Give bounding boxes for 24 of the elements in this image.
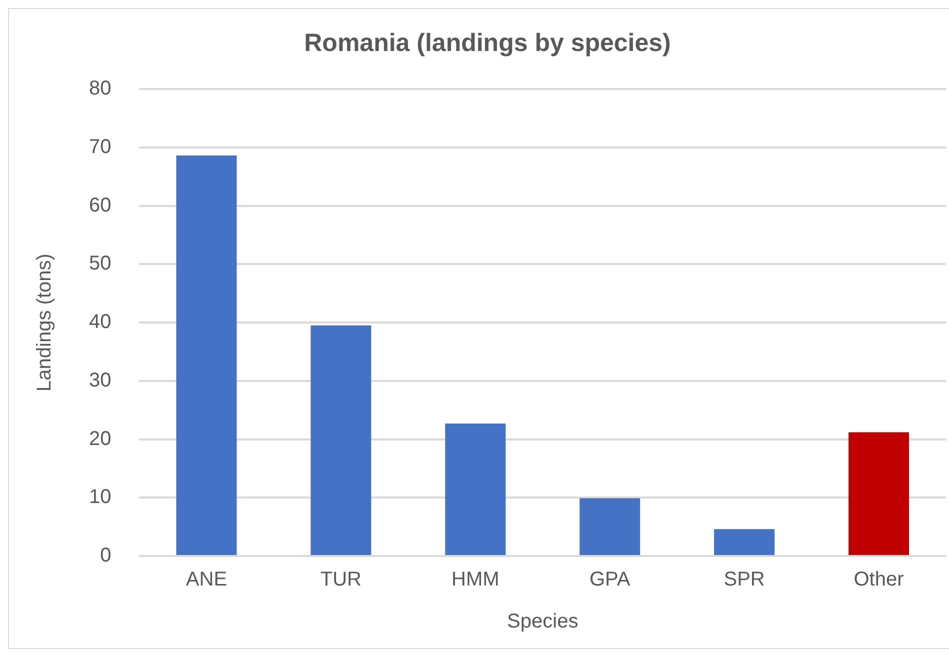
bar: [580, 498, 640, 555]
y-tick-label: 40: [88, 311, 112, 334]
y-tick-label: 10: [88, 486, 112, 508]
y-tick-label: 30: [88, 369, 112, 392]
bar: [848, 432, 910, 555]
bar: [176, 156, 237, 555]
x-tick-label: Other: [854, 568, 904, 591]
y-tick-label: 50: [88, 252, 112, 275]
bar: [714, 529, 775, 555]
bar: [310, 325, 372, 555]
x-tick-label: ANE: [186, 568, 228, 591]
y-tick-label: 20: [88, 428, 112, 450]
x-tick-label: SPR: [724, 568, 765, 591]
y-tick-label: 60: [88, 194, 112, 216]
y-tick-label: 0: [100, 544, 112, 567]
x-tick-label: GPA: [589, 568, 631, 591]
y-axis-title: Landings (tons): [34, 254, 56, 392]
chart-title: Romania (landings by species): [304, 28, 671, 57]
x-axis-title: Species: [507, 610, 578, 633]
y-tick-label: 70: [88, 136, 112, 158]
y-tick-label: 80: [88, 78, 112, 100]
x-tick-label: TUR: [320, 568, 362, 591]
x-tick-label: HMM: [452, 568, 500, 591]
bar: [445, 423, 506, 555]
